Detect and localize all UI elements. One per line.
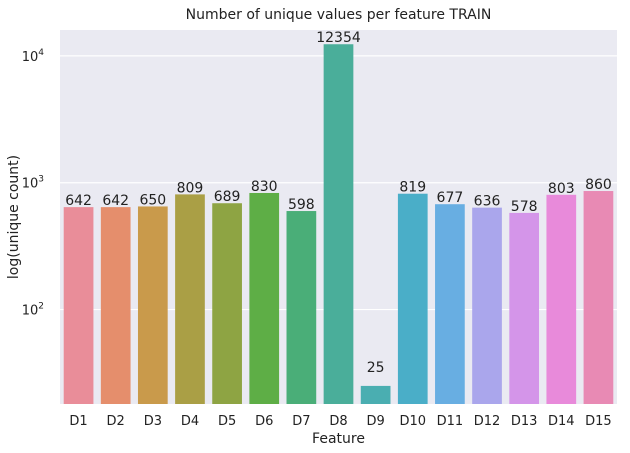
y-tick-label: 103 (22, 175, 44, 192)
bar-d14 (546, 194, 577, 404)
y-tick-labels: 102 103 104 (22, 48, 45, 319)
x-tick-label: D14 (548, 414, 575, 429)
bar-d11 (435, 204, 465, 404)
x-tick-label: D1 (69, 414, 87, 429)
y-axis-title: log(unique count) (6, 155, 22, 279)
data-label: 650 (139, 192, 166, 208)
chart-title: Number of unique values per feature TRAI… (186, 7, 492, 23)
data-label: 677 (437, 190, 464, 206)
data-label: 809 (177, 180, 204, 196)
x-tick-label: D4 (181, 414, 199, 429)
data-labels: 642 642 650 809 689 830 598 12354 25 819 677 636 578… (65, 30, 612, 376)
x-tick-label: D7 (292, 414, 310, 429)
bars (63, 44, 614, 404)
x-tick-label: D11 (437, 414, 464, 429)
y-tick-label: 102 (22, 302, 44, 319)
y-tick-label: 104 (22, 48, 45, 65)
bar-d12 (472, 207, 502, 404)
x-tick-label: D9 (366, 414, 384, 429)
data-label: 12354 (316, 30, 361, 46)
bar-d1 (63, 207, 94, 404)
bar-d9 (360, 385, 391, 404)
data-label: 598 (288, 197, 315, 213)
x-tick-label: D5 (218, 414, 236, 429)
data-label: 642 (65, 193, 92, 209)
x-axis-title: Feature (312, 431, 365, 447)
bar-d3 (137, 206, 168, 404)
x-tick-label: D8 (329, 414, 347, 429)
bar-d15 (583, 191, 614, 404)
x-tick-label: D3 (144, 414, 162, 429)
x-tick-label: D12 (474, 414, 501, 429)
bar-d4 (175, 194, 205, 404)
bar-d5 (212, 203, 242, 404)
x-tick-labels: D1 D2 D3 D4 D5 D6 D7 D8 D9 D10 D11 D12 D13 D14 D15 (69, 414, 611, 429)
x-tick-label: D6 (255, 414, 273, 429)
data-label: 689 (214, 189, 241, 205)
data-label: 642 (102, 193, 129, 209)
data-label: 860 (585, 177, 612, 193)
x-tick-label: D10 (399, 414, 426, 429)
data-label: 578 (511, 199, 538, 215)
data-label: 636 (474, 194, 501, 210)
bar-d2 (100, 207, 131, 404)
bar-d6 (249, 192, 280, 404)
bar-d7 (286, 211, 317, 404)
data-label: 830 (251, 179, 278, 195)
x-tick-label: D13 (511, 414, 538, 429)
bar-d13 (509, 212, 540, 404)
data-label: 25 (367, 360, 385, 376)
x-tick-label: D2 (107, 414, 125, 429)
data-label: 803 (548, 181, 575, 197)
data-label: 819 (399, 180, 426, 196)
x-tick-label: D15 (585, 414, 612, 429)
bar-d8 (323, 44, 354, 404)
bar-d10 (397, 193, 428, 404)
